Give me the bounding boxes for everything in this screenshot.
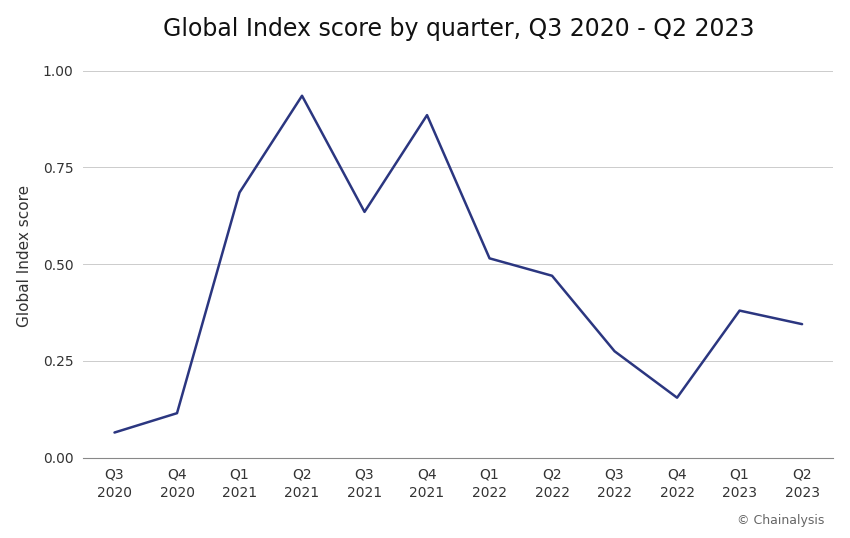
Title: Global Index score by quarter, Q3 2020 - Q2 2023: Global Index score by quarter, Q3 2020 -… (162, 17, 754, 41)
Text: © Chainalysis: © Chainalysis (737, 514, 824, 527)
Y-axis label: Global Index score: Global Index score (17, 185, 31, 328)
